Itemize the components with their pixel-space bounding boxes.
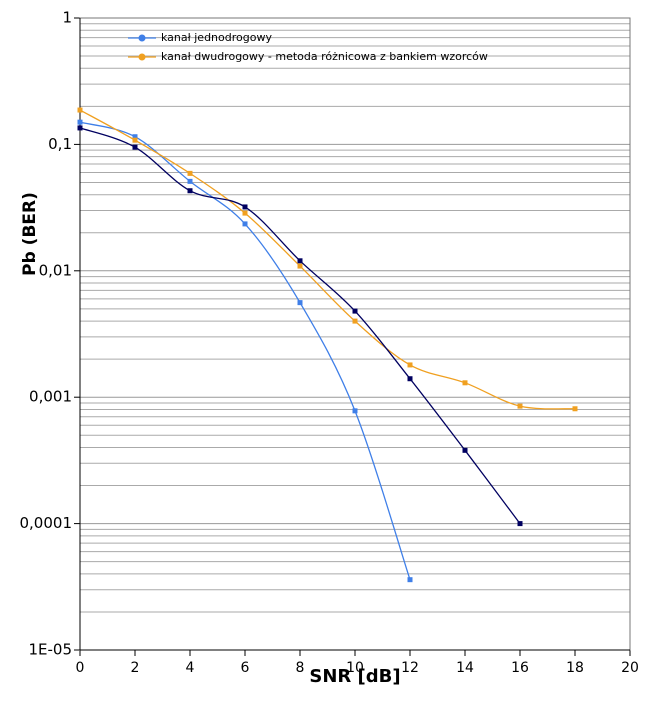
- legend-label: kanał dwudrogowy - metoda różnicowa z ba…: [161, 50, 488, 63]
- data-point: [407, 376, 413, 382]
- data-point: [352, 318, 358, 324]
- legend-label: kanał jednodrogowy: [161, 31, 272, 44]
- data-point: [572, 406, 578, 412]
- y-tick-label: 0,1: [48, 135, 72, 153]
- data-point: [242, 204, 248, 210]
- data-point: [297, 258, 303, 264]
- x-tick-label: 20: [621, 660, 639, 676]
- data-point: [132, 137, 138, 143]
- x-tick-label: 2: [131, 660, 140, 676]
- data-point: [77, 107, 83, 113]
- data-point: [407, 362, 413, 368]
- data-point: [407, 577, 413, 583]
- data-point: [187, 170, 193, 176]
- data-point: [187, 188, 193, 194]
- data-point: [297, 300, 303, 306]
- y-tick-label: 0,001: [29, 388, 72, 406]
- data-point: [462, 380, 468, 386]
- data-point: [462, 447, 468, 453]
- y-tick-label: 1E-05: [28, 641, 72, 659]
- data-point: [77, 119, 83, 125]
- y-tick-label: 0,01: [39, 261, 72, 279]
- data-point: [352, 408, 358, 414]
- data-point: [517, 403, 523, 409]
- x-tick-label: 12: [401, 660, 419, 676]
- series-line: [79, 121, 411, 580]
- series-line: [79, 127, 521, 524]
- data-point: [297, 263, 303, 269]
- data-point: [352, 308, 358, 314]
- y-tick-label: 1: [62, 9, 72, 27]
- data-point: [242, 210, 248, 216]
- data-point: [517, 521, 523, 527]
- x-tick-label: 4: [186, 660, 195, 676]
- legend-marker: [138, 34, 146, 42]
- x-tick-label: 6: [241, 660, 250, 676]
- x-tick-label: 14: [456, 660, 474, 676]
- y-axis-label: Pb (BER): [20, 192, 40, 276]
- x-tick-label: 18: [566, 660, 584, 676]
- y-tick-label: 0,0001: [20, 514, 73, 532]
- data-point: [77, 125, 83, 131]
- x-axis-label: SNR [dB]: [309, 666, 400, 687]
- series-line: [79, 109, 576, 410]
- data-point: [132, 144, 138, 150]
- x-tick-label: 16: [511, 660, 529, 676]
- x-tick-label: 0: [76, 660, 85, 676]
- data-point: [132, 134, 138, 140]
- x-tick-label: 8: [296, 660, 305, 676]
- data-point: [187, 178, 193, 184]
- x-tick-label: 10: [346, 660, 364, 676]
- data-point: [242, 221, 248, 227]
- legend-marker: [138, 53, 146, 61]
